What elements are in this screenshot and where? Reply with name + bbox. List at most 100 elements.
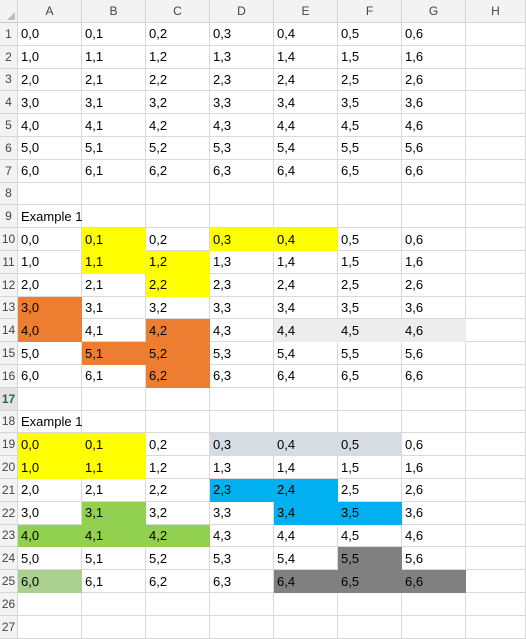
cell-b2[interactable]: 1,1 <box>82 45 146 69</box>
cell-b25[interactable]: 6,1 <box>82 570 146 593</box>
cell-c8[interactable] <box>146 182 210 206</box>
cell-h25[interactable] <box>466 570 526 593</box>
row-header-8[interactable]: 8 <box>0 182 18 206</box>
row-header-2[interactable]: 2 <box>0 45 18 69</box>
cell-c14[interactable]: 4,2 <box>146 319 210 343</box>
row-header-10[interactable]: 10 <box>0 228 18 251</box>
cell-e4[interactable]: 3,4 <box>274 91 338 115</box>
cell-c15[interactable]: 5,2 <box>146 342 210 365</box>
cell-h8[interactable] <box>466 182 526 206</box>
cell-f8[interactable] <box>338 182 402 206</box>
cell-h3[interactable] <box>466 68 526 92</box>
cell-g2[interactable]: 1,6 <box>402 45 466 69</box>
cell-e24[interactable]: 5,4 <box>274 547 338 571</box>
cell-f12[interactable]: 2,5 <box>338 273 402 297</box>
cell-c26[interactable] <box>146 593 210 616</box>
row-header-14[interactable]: 14 <box>0 319 18 343</box>
cell-g3[interactable]: 2,6 <box>402 68 466 92</box>
cell-f15[interactable]: 5,5 <box>338 342 402 365</box>
cell-g25[interactable]: 6,6 <box>402 570 466 593</box>
cell-f1[interactable]: 0,5 <box>338 23 402 46</box>
cell-h13[interactable] <box>466 296 526 320</box>
cell-h24[interactable] <box>466 547 526 571</box>
cell-c25[interactable]: 6,2 <box>146 570 210 593</box>
cell-c10[interactable]: 0,2 <box>146 228 210 251</box>
cell-a11[interactable]: 1,0 <box>18 251 82 274</box>
cell-g27[interactable] <box>402 615 466 639</box>
row-header-27[interactable]: 27 <box>0 615 18 639</box>
cell-h12[interactable] <box>466 273 526 297</box>
cell-h11[interactable] <box>466 251 526 274</box>
cell-b26[interactable] <box>82 593 146 616</box>
cell-d23[interactable]: 4,3 <box>210 524 274 548</box>
cell-f20[interactable]: 1,5 <box>338 456 402 479</box>
cell-b27[interactable] <box>82 615 146 639</box>
cell-e22[interactable]: 3,4 <box>274 501 338 525</box>
cell-d19[interactable]: 0,3 <box>210 433 274 457</box>
cell-g10[interactable]: 0,6 <box>402 228 466 251</box>
cell-g23[interactable]: 4,6 <box>402 524 466 548</box>
cell-c18[interactable] <box>146 410 210 434</box>
cell-h5[interactable] <box>466 114 526 137</box>
cell-e18[interactable] <box>274 410 338 434</box>
cell-b12[interactable]: 2,1 <box>82 273 146 297</box>
cell-d8[interactable] <box>210 182 274 206</box>
cell-b15[interactable]: 5,1 <box>82 342 146 365</box>
cell-g14[interactable]: 4,6 <box>402 319 466 343</box>
cell-a26[interactable] <box>18 593 82 616</box>
cell-e5[interactable]: 4,4 <box>274 114 338 137</box>
cell-e6[interactable]: 5,4 <box>274 137 338 160</box>
cell-h18[interactable] <box>466 410 526 434</box>
cell-a20[interactable]: 1,0 <box>18 456 82 479</box>
cell-d26[interactable] <box>210 593 274 616</box>
cell-a1[interactable]: 0,0 <box>18 23 82 46</box>
row-header-15[interactable]: 15 <box>0 342 18 365</box>
cell-c23[interactable]: 4,2 <box>146 524 210 548</box>
row-header-9[interactable]: 9 <box>0 205 18 229</box>
cell-f3[interactable]: 2,5 <box>338 68 402 92</box>
cell-g22[interactable]: 3,6 <box>402 501 466 525</box>
cell-f22[interactable]: 3,5 <box>338 501 402 525</box>
cell-e11[interactable]: 1,4 <box>274 251 338 274</box>
cell-h21[interactable] <box>466 479 526 502</box>
cell-b11[interactable]: 1,1 <box>82 251 146 274</box>
row-header-19[interactable]: 19 <box>0 433 18 457</box>
cell-g9[interactable] <box>402 205 466 229</box>
cell-b3[interactable]: 2,1 <box>82 68 146 92</box>
cell-f13[interactable]: 3,5 <box>338 296 402 320</box>
cell-a14[interactable]: 4,0 <box>18 319 82 343</box>
cell-g1[interactable]: 0,6 <box>402 23 466 46</box>
cell-c22[interactable]: 3,2 <box>146 501 210 525</box>
cell-a2[interactable]: 1,0 <box>18 45 82 69</box>
cell-g18[interactable] <box>402 410 466 434</box>
cell-d7[interactable]: 6,3 <box>210 159 274 183</box>
cell-g8[interactable] <box>402 182 466 206</box>
cell-c21[interactable]: 2,2 <box>146 479 210 502</box>
cell-a7[interactable]: 6,0 <box>18 159 82 183</box>
cell-f17[interactable] <box>338 387 402 411</box>
cell-b8[interactable] <box>82 182 146 206</box>
cell-d25[interactable]: 6,3 <box>210 570 274 593</box>
cell-c16[interactable]: 6,2 <box>146 365 210 388</box>
row-header-1[interactable]: 1 <box>0 23 18 46</box>
cell-e7[interactable]: 6,4 <box>274 159 338 183</box>
row-header-23[interactable]: 23 <box>0 524 18 548</box>
cell-e2[interactable]: 1,4 <box>274 45 338 69</box>
cell-a10[interactable]: 0,0 <box>18 228 82 251</box>
row-header-16[interactable]: 16 <box>0 365 18 388</box>
cell-a13[interactable]: 3,0 <box>18 296 82 320</box>
cell-f9[interactable] <box>338 205 402 229</box>
row-header-3[interactable]: 3 <box>0 68 18 92</box>
row-header-12[interactable]: 12 <box>0 273 18 297</box>
cell-d6[interactable]: 5,3 <box>210 137 274 160</box>
cell-f14[interactable]: 4,5 <box>338 319 402 343</box>
cell-g7[interactable]: 6,6 <box>402 159 466 183</box>
cell-a17[interactable] <box>18 387 82 411</box>
cell-e3[interactable]: 2,4 <box>274 68 338 92</box>
cell-b23[interactable]: 4,1 <box>82 524 146 548</box>
cell-f25[interactable]: 6,5 <box>338 570 402 593</box>
cell-b9[interactable] <box>82 205 146 229</box>
cell-f27[interactable] <box>338 615 402 639</box>
cell-a9[interactable]: Example 1 <box>18 205 82 229</box>
cell-h1[interactable] <box>466 23 526 46</box>
